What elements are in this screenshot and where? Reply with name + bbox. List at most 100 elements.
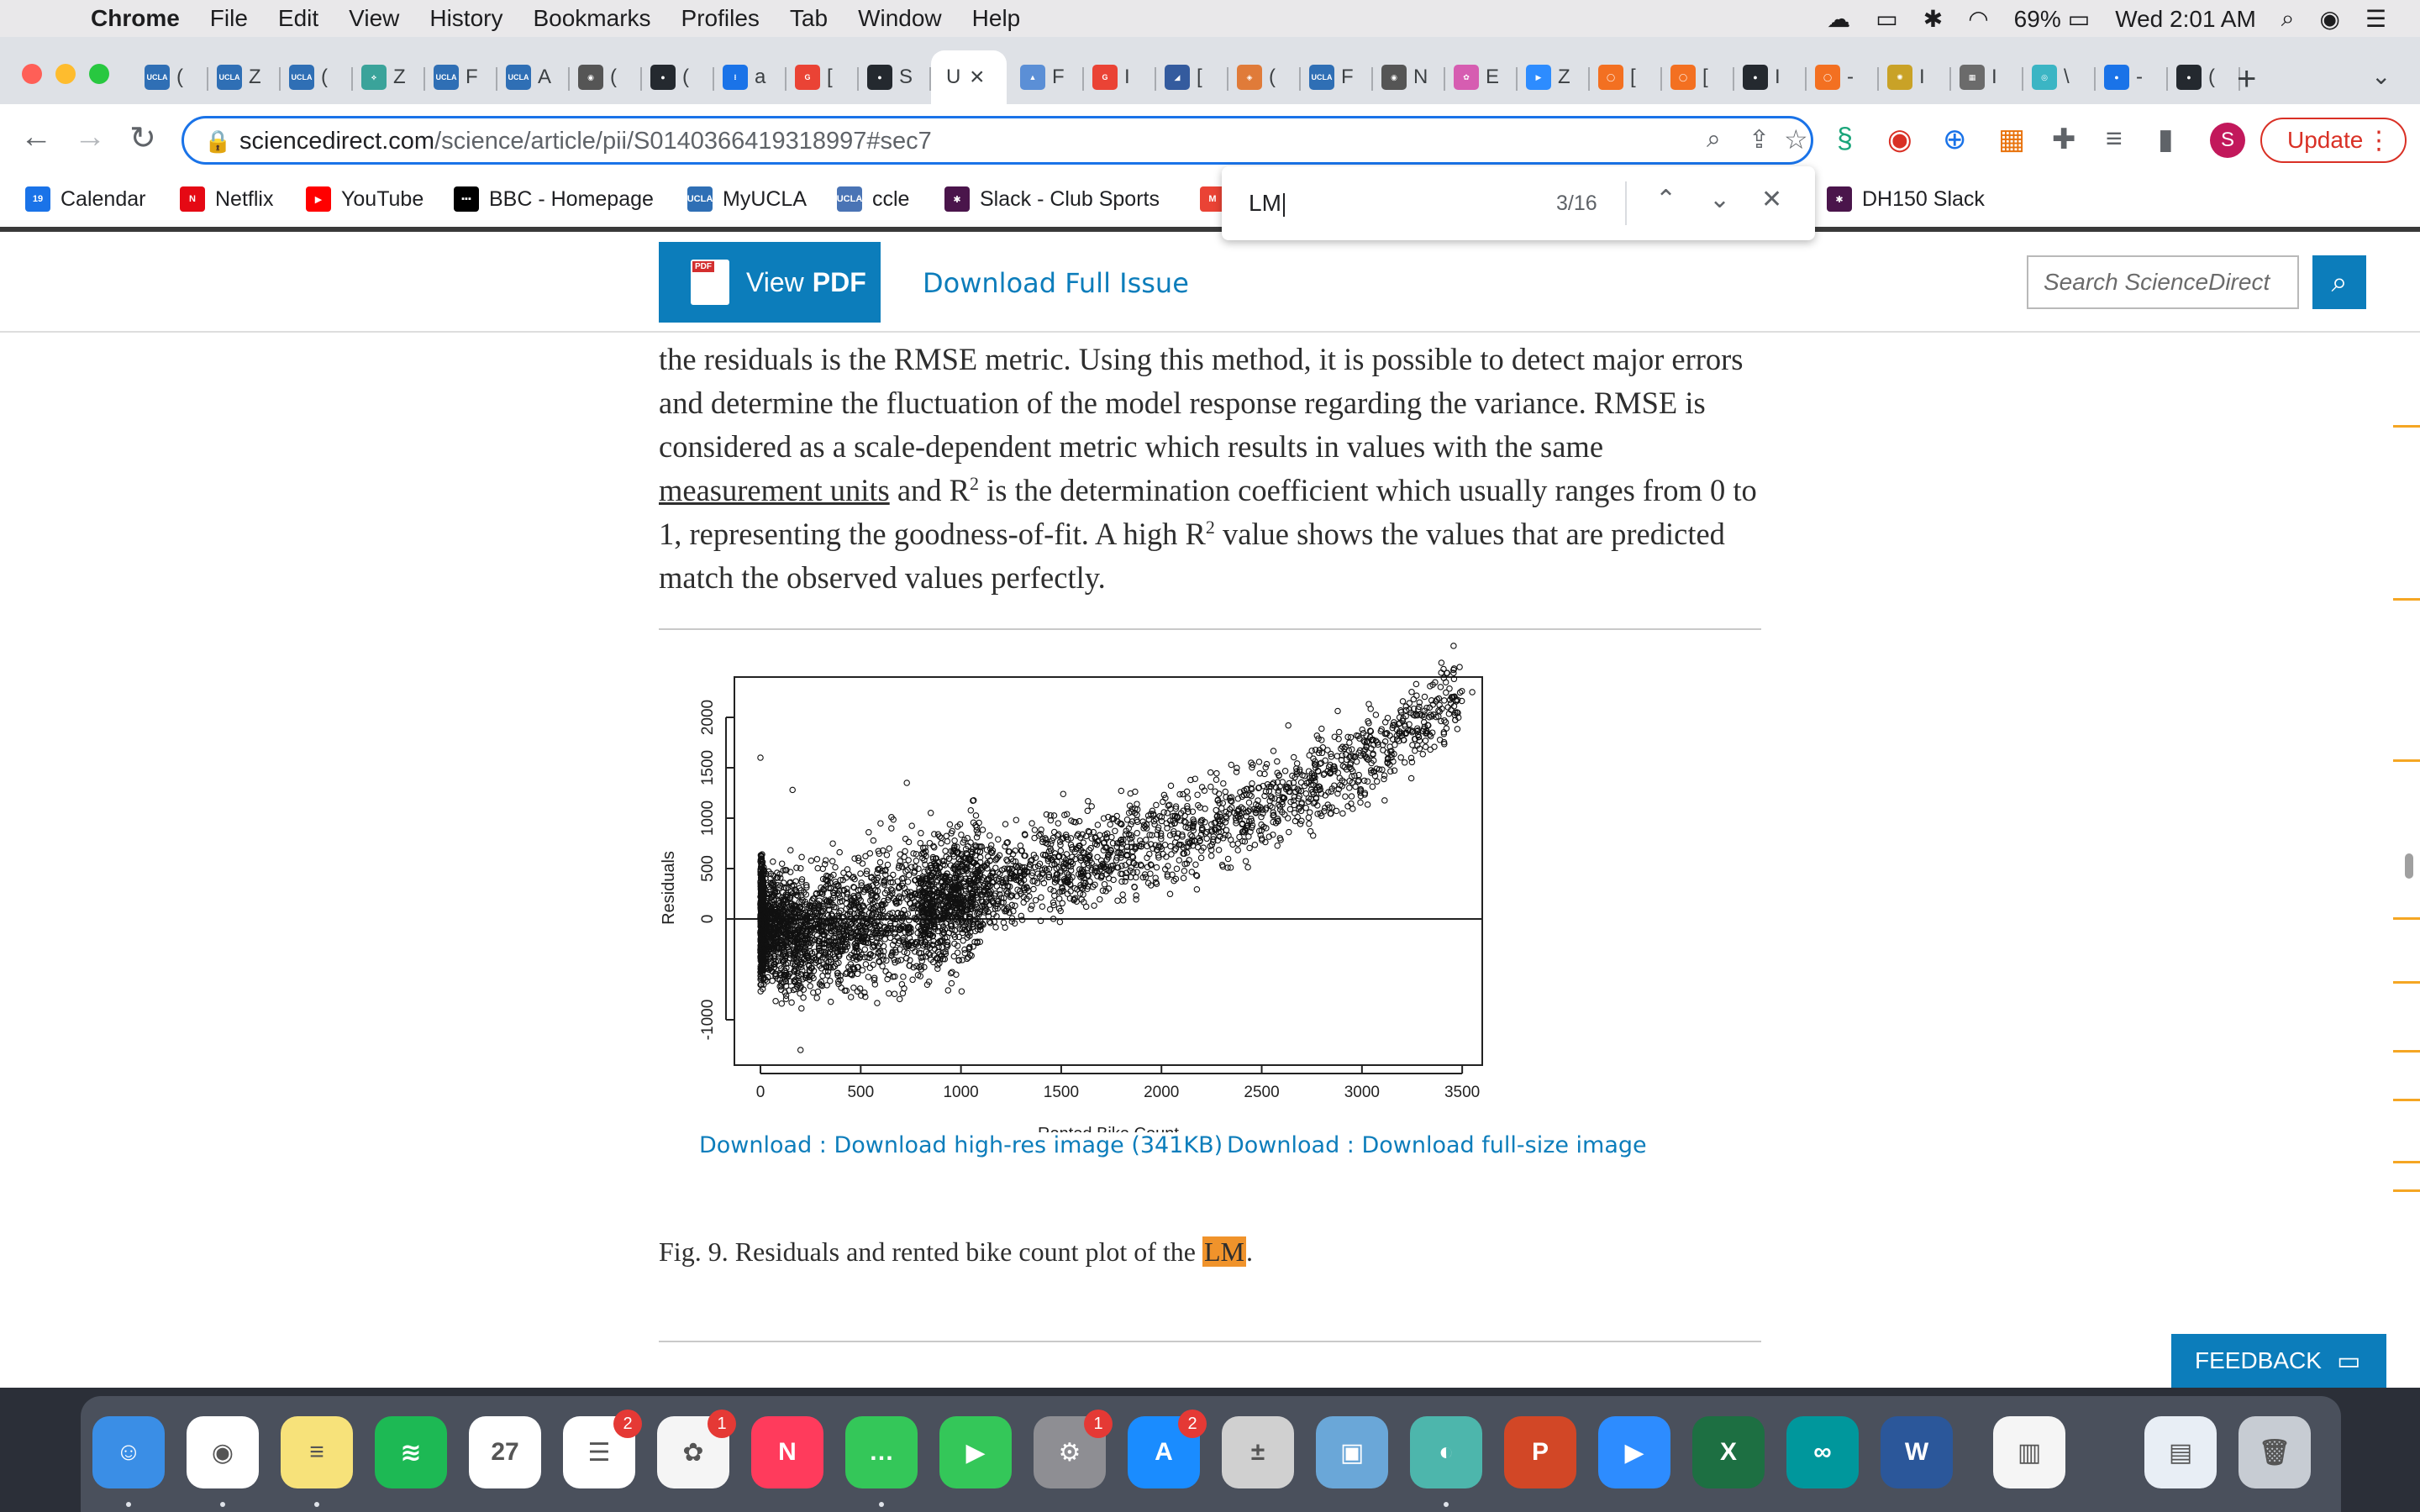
- browser-tab[interactable]: ▦ I: [1951, 50, 2023, 104]
- bookmark-item[interactable]: 19 Calendar: [25, 186, 145, 212]
- browser-tab[interactable]: ● I: [1734, 50, 1807, 104]
- battery-icon[interactable]: ▭: [2067, 6, 2091, 32]
- share-icon[interactable]: ⇪: [1749, 126, 1770, 154]
- search-input[interactable]: [2028, 257, 2297, 307]
- browser-tab[interactable]: ◈(: [1228, 50, 1301, 104]
- browser-tab[interactable]: ◯[: [1662, 50, 1734, 104]
- dock-trash-icon[interactable]: 🗑: [2238, 1416, 2311, 1488]
- reload-button[interactable]: ↻: [129, 121, 156, 156]
- find-next-chevron-down-icon[interactable]: ⌄: [1709, 186, 1731, 213]
- minimize-window-button[interactable]: [55, 64, 76, 84]
- browser-tab[interactable]: ⟡ Z: [353, 50, 425, 104]
- browser-tab[interactable]: U ×: [931, 50, 1007, 104]
- dock-vpn-icon[interactable]: ◐: [1410, 1416, 1482, 1488]
- menu-profiles[interactable]: Profiles: [681, 5, 760, 31]
- measurement-units-link[interactable]: measurement units: [659, 473, 890, 507]
- feedback-button[interactable]: FEEDBACK ▭: [2171, 1334, 2386, 1388]
- download-high-res-link[interactable]: Download : Download high-res image (341K…: [699, 1132, 1223, 1158]
- more-menu-icon[interactable]: ⋮: [2366, 127, 2391, 155]
- dock-spotify-icon[interactable]: ≋: [375, 1416, 447, 1488]
- extension-grid-icon[interactable]: ▦: [1998, 123, 2026, 155]
- back-button[interactable]: ←: [20, 119, 52, 155]
- zoom-lens-icon[interactable]: ⌕: [1707, 125, 1721, 153]
- side-panel-icon[interactable]: ▮: [2158, 123, 2174, 155]
- browser-tab[interactable]: UCLA(: [281, 50, 353, 104]
- siri-icon[interactable]: ◉: [2319, 6, 2340, 32]
- dock-system-preferences-icon[interactable]: ⚙ 1: [1034, 1410, 1113, 1488]
- browser-tab[interactable]: ●(: [642, 50, 714, 104]
- menu-history[interactable]: History: [429, 5, 503, 31]
- find-close-icon[interactable]: ✕: [1761, 186, 1783, 213]
- bookmark-star-icon[interactable]: ☆: [1784, 124, 1808, 155]
- new-tab-button[interactable]: +: [2237, 60, 2257, 97]
- menu-tab[interactable]: Tab: [789, 5, 829, 31]
- url-text[interactable]: sciencedirect.com/science/article/pii/S0…: [239, 128, 932, 155]
- tab-close-icon[interactable]: ×: [970, 63, 985, 91]
- menu-window[interactable]: Window: [858, 5, 942, 31]
- bookmark-item[interactable]: N Netflix: [180, 186, 273, 212]
- bookmark-item[interactable]: ✱ DH150 Slack: [1827, 186, 1985, 212]
- bookmark-item[interactable]: ✱ Slack - Club Sports: [944, 186, 1160, 212]
- airplay-icon[interactable]: ▭: [1876, 6, 1898, 32]
- browser-tab[interactable]: ▶ Z: [1518, 50, 1590, 104]
- zoom-window-button[interactable]: [89, 64, 109, 84]
- browser-tab[interactable]: ◉ N: [1373, 50, 1445, 104]
- bluetooth-icon[interactable]: ✱: [1923, 6, 1944, 32]
- menu-file[interactable]: File: [209, 5, 248, 31]
- bookmark-item[interactable]: UCLA MyUCLA: [687, 186, 807, 212]
- browser-tab[interactable]: UCLA Z: [208, 50, 281, 104]
- wifi-icon[interactable]: ◠: [1968, 6, 1989, 32]
- profile-avatar[interactable]: S: [2210, 123, 2245, 158]
- browser-tab[interactable]: ●(: [2168, 50, 2240, 104]
- extension-link-icon[interactable]: §: [1837, 123, 1853, 155]
- battery-percent[interactable]: 69%: [2013, 5, 2061, 32]
- extension-plus-icon[interactable]: ⊕: [1943, 123, 1967, 155]
- control-center-icon[interactable]: ☰: [2365, 6, 2386, 32]
- update-button[interactable]: Update ⋮: [2260, 118, 2407, 163]
- dock-calendar-icon[interactable]: 27: [469, 1416, 541, 1488]
- dock-powerpoint-icon[interactable]: P: [1504, 1416, 1576, 1488]
- browser-tab[interactable]: ◢[: [1156, 50, 1228, 104]
- dock-numbers-icon[interactable]: ▥: [1993, 1416, 2065, 1488]
- dock-zoom-icon[interactable]: ▶: [1598, 1416, 1670, 1488]
- menu-bookmarks[interactable]: Bookmarks: [533, 5, 651, 31]
- browser-tab[interactable]: UCLA A: [497, 50, 570, 104]
- dock-finder-icon[interactable]: ☺: [92, 1416, 165, 1488]
- browser-tab[interactable]: ✺ I: [1879, 50, 1951, 104]
- dock-excel-icon[interactable]: X: [1692, 1416, 1765, 1488]
- extension-red-icon[interactable]: ◉: [1887, 123, 1912, 155]
- spotlight-icon[interactable]: ⌕: [2281, 5, 2295, 31]
- browser-tab[interactable]: UCLA F: [425, 50, 497, 104]
- browser-tab[interactable]: ✿ E: [1445, 50, 1518, 104]
- browser-tab[interactable]: ⁝ a: [714, 50, 786, 104]
- dock-chrome-icon[interactable]: ◉: [187, 1416, 259, 1488]
- browser-tab[interactable]: UCLA F: [1301, 50, 1373, 104]
- menu-app-name[interactable]: Chrome: [91, 5, 180, 31]
- menu-view[interactable]: View: [349, 5, 400, 31]
- dock-photos-icon[interactable]: ✿ 1: [657, 1410, 736, 1488]
- search-button[interactable]: ⌕: [2312, 255, 2366, 309]
- dock-news-icon[interactable]: N: [751, 1416, 823, 1488]
- find-input[interactable]: LM: [1249, 190, 1285, 217]
- bookmark-item[interactable]: UCLA ccle: [837, 186, 909, 212]
- dock-word-icon[interactable]: W: [1881, 1416, 1953, 1488]
- browser-tab[interactable]: ◉(: [570, 50, 642, 104]
- dock-arduino-icon[interactable]: ∞: [1786, 1416, 1859, 1488]
- creative-cloud-icon[interactable]: ☁: [1827, 6, 1851, 32]
- browser-tab[interactable]: UCLA(: [136, 50, 208, 104]
- dock-reminders-icon[interactable]: ☰ 2: [563, 1410, 642, 1488]
- browser-tab[interactable]: ◯[: [1590, 50, 1662, 104]
- bookmark-item[interactable]: M: [1200, 186, 1235, 212]
- lock-icon[interactable]: 🔒: [204, 129, 232, 154]
- media-controls-icon[interactable]: ≡: [2106, 123, 2123, 155]
- dock-calculator-icon[interactable]: ±: [1222, 1416, 1294, 1488]
- bookmark-item[interactable]: ▶ YouTube: [306, 186, 424, 212]
- search-sciencedirect-field[interactable]: [2027, 255, 2299, 309]
- dock-notes-icon[interactable]: ≡: [281, 1416, 353, 1488]
- find-previous-chevron-up-icon[interactable]: ⌃: [1655, 186, 1677, 213]
- address-bar[interactable]: 🔒 sciencedirect.com/science/article/pii/…: [182, 116, 1813, 165]
- dock-facetime-icon[interactable]: ▶: [939, 1416, 1012, 1488]
- extensions-puzzle-icon[interactable]: ✚: [2052, 123, 2076, 155]
